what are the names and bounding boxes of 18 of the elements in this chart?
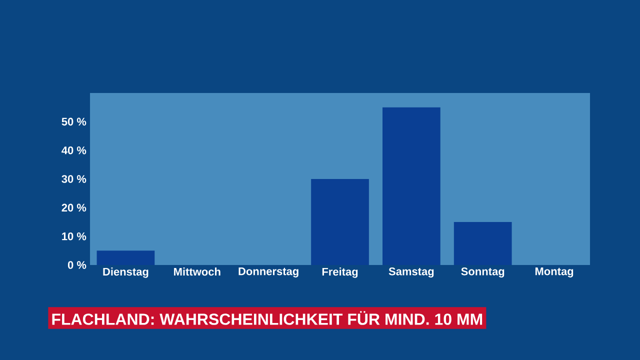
x-tick-label: Mittwoch: [174, 268, 220, 276]
y-tick-label: 0 %: [68, 261, 86, 269]
text: FLACHLAND: WAHRSCHEINLICHKEIT FÜR MIND. 10 MM: [52, 311, 482, 325]
x-tick-label: Freitag: [322, 268, 358, 278]
x-tick-label: Montag: [535, 268, 574, 278]
x-tick-label: Sonntag: [461, 268, 504, 278]
y-tick-label: 10 %: [62, 232, 86, 240]
bar: [311, 179, 369, 265]
x-tick-label: Samstag: [388, 268, 434, 278]
y-tick-label: 50 %: [62, 118, 86, 126]
bar: [382, 107, 440, 265]
bar: [454, 222, 512, 265]
bar: [96, 250, 155, 265]
x-tick-label: Donnerstag: [238, 268, 298, 278]
y-tick-label: 20 %: [62, 204, 86, 212]
x-tick-label: Dienstag: [103, 268, 148, 278]
y-tick-label: 40 %: [62, 146, 86, 154]
y-tick-label: 30 %: [62, 175, 86, 183]
